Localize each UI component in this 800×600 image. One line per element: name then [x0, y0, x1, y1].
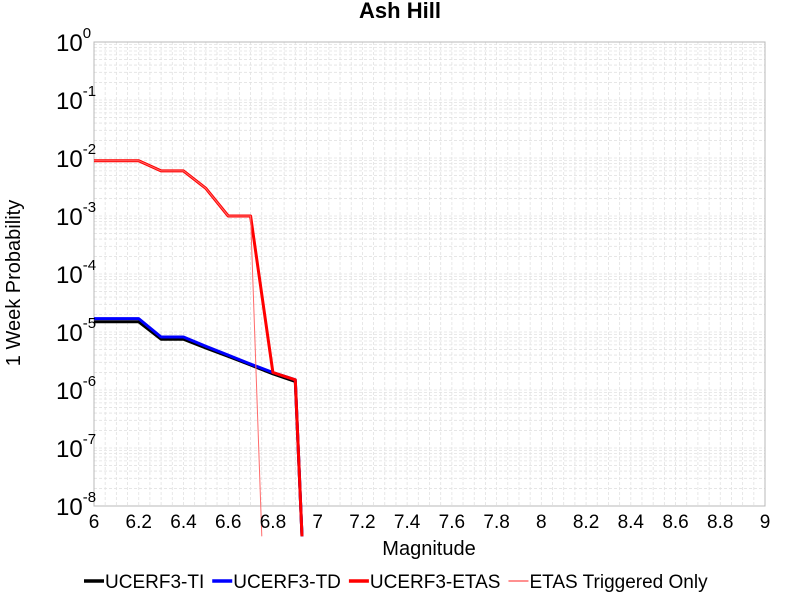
x-tick-label: 7 — [312, 512, 323, 533]
x-tick-label: 9 — [760, 512, 771, 533]
y-axis-ticks: 100 10-1 10-2 10-3 10-4 10-5 10-6 10-7 10-8 — [56, 25, 96, 521]
x-tick-label: 6.2 — [126, 512, 152, 533]
x-axis-ticks: 6 6.2 6.4 6.6 6.8 7 7.2 7.4 7.6 7.8 8 8.2 8.4 8.6 8.8 9 — [89, 512, 771, 533]
x-tick-label: 7.4 — [394, 512, 421, 533]
x-tick-label: 8.6 — [662, 512, 688, 533]
x-tick-label: 6.6 — [215, 512, 241, 533]
x-tick-label: 8.8 — [707, 512, 733, 533]
y-tick-label: 10-1 — [56, 83, 96, 115]
x-tick-label: 6.4 — [170, 512, 197, 533]
legend-label-ucerf3-td: UCERF3-TD — [233, 572, 341, 593]
x-tick-label: 8 — [536, 512, 547, 533]
x-tick-label: 6.8 — [260, 512, 286, 533]
legend-label-ucerf3-ti: UCERF3-TI — [105, 572, 204, 593]
x-tick-label: 8.4 — [618, 512, 645, 533]
y-tick-label: 10-4 — [56, 257, 96, 289]
y-tick-label: 10-2 — [56, 141, 96, 173]
y-axis-label: 1 Week Probability — [3, 200, 25, 366]
chart-title: Ash Hill — [359, 0, 441, 23]
x-tick-label: 7.6 — [439, 512, 465, 533]
legend: UCERF3-TI UCERF3-TD UCERF3-ETAS ETAS Trigge… — [84, 572, 708, 593]
x-tick-label: 7.8 — [483, 512, 509, 533]
x-tick-label: 8.2 — [573, 512, 599, 533]
y-tick-label: 10-3 — [56, 199, 96, 231]
legend-label-ucerf3-etas: UCERF3-ETAS — [370, 572, 501, 593]
y-tick-label: 100 — [56, 25, 91, 57]
y-tick-label: 10-6 — [56, 373, 96, 405]
plot-area-frame — [93, 41, 766, 507]
legend-label-etas-triggered-only: ETAS Triggered Only — [529, 572, 708, 593]
y-tick-label: 10-7 — [56, 431, 96, 463]
x-tick-label: 6 — [89, 512, 100, 533]
grid — [93, 42, 766, 507]
y-tick-label: 10-8 — [56, 489, 96, 521]
y-tick-label: 10-5 — [56, 315, 96, 347]
x-axis-label: Magnitude — [382, 538, 475, 560]
x-tick-label: 7.2 — [349, 512, 375, 533]
series-layer — [94, 159, 304, 537]
series-line-etas-triggered-only — [94, 160, 263, 537]
series-line-ucerf3-etas — [94, 159, 304, 537]
